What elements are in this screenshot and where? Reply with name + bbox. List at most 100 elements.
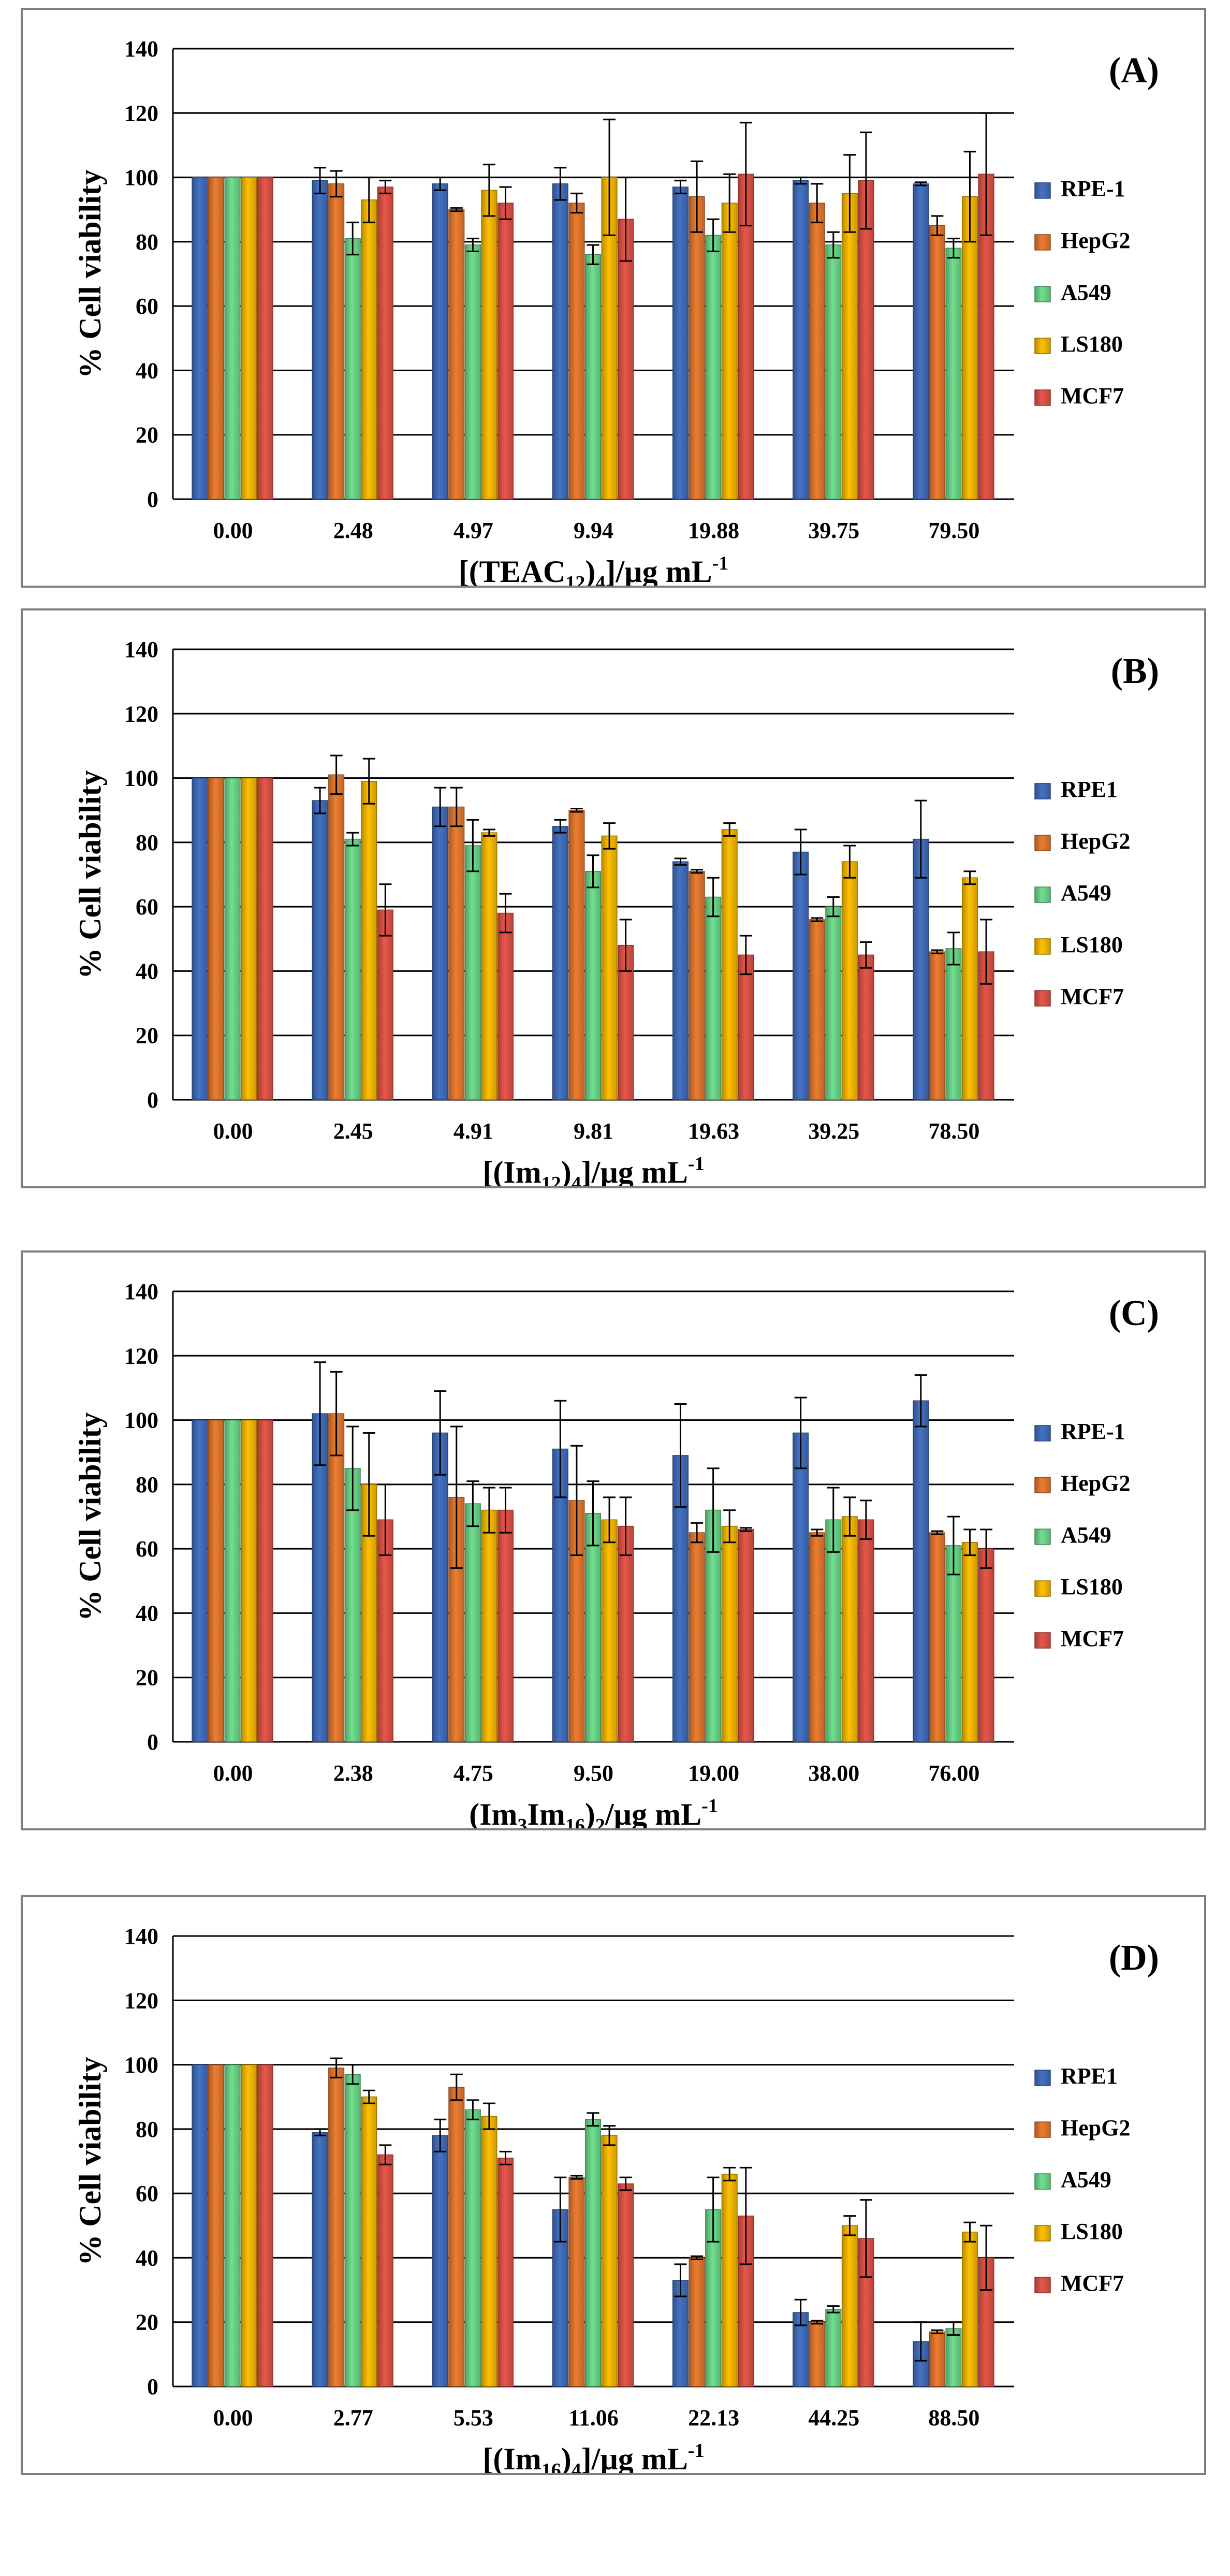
bar-hepg2-79.50 xyxy=(929,225,945,500)
x-tick-label: 22.13 xyxy=(688,2405,739,2431)
y-tick-label: 140 xyxy=(124,637,158,662)
bar-hepg2-0.00 xyxy=(208,1419,225,1742)
x-tick-label: 78.50 xyxy=(928,1118,979,1144)
y-tick-label: 100 xyxy=(124,165,158,191)
bar-ls180-5.53 xyxy=(481,2116,497,2387)
bar-a549-0.00 xyxy=(224,1419,241,1742)
bar-hepg2-19.00 xyxy=(689,1532,705,1742)
legend-label: HepG2 xyxy=(1061,828,1130,854)
legend-swatch-rpe1 xyxy=(1034,783,1051,799)
bar-ls180-19.63 xyxy=(721,829,738,1100)
bar-hepg2-0.00 xyxy=(208,177,225,500)
bar-rpe-1-76.00 xyxy=(913,1400,929,1742)
legend-label: MCF7 xyxy=(1061,984,1124,1009)
bar-rpe1-78.50 xyxy=(913,838,929,1100)
y-axis-label: % Cell viability xyxy=(73,169,107,378)
x-tick-label: 0.00 xyxy=(213,518,253,543)
x-axis-label: [(Im16)4]/µg mL-1 xyxy=(482,2440,704,2473)
bar-hepg2-88.50 xyxy=(929,2331,945,2387)
bar-ls180-0.00 xyxy=(241,777,257,1100)
bar-hepg2-0.00 xyxy=(208,2064,225,2387)
legend-swatch-rpe1 xyxy=(1034,2070,1051,2086)
bar-rpe1-2.77 xyxy=(312,2132,328,2387)
bar-rpe-1-38.00 xyxy=(793,1432,809,1742)
y-tick-label: 0 xyxy=(147,1087,158,1113)
x-tick-label: 44.25 xyxy=(808,2405,859,2431)
bar-mcf7-2.38 xyxy=(377,1519,393,1742)
bar-ls180-9.81 xyxy=(601,835,618,1100)
y-tick-label: 140 xyxy=(124,36,158,62)
bar-rpe-1-4.75 xyxy=(432,1432,448,1742)
bar-mcf7-0.00 xyxy=(257,2064,273,2387)
bar-mcf7-19.88 xyxy=(738,173,754,500)
legend-swatch-a549 xyxy=(1034,286,1051,302)
bar-rpe1-5.53 xyxy=(432,2135,448,2387)
bar-hepg2-4.91 xyxy=(448,806,465,1100)
legend-swatch-mcf7 xyxy=(1034,990,1051,1007)
bar-mcf7-5.53 xyxy=(497,2158,514,2387)
bar-hepg2-19.63 xyxy=(689,871,705,1100)
y-tick-label: 40 xyxy=(136,358,158,383)
y-tick-label: 20 xyxy=(136,2310,158,2335)
x-tick-label: 19.88 xyxy=(688,518,739,543)
bar-rpe1-0.00 xyxy=(192,777,208,1100)
x-tick-label: 19.63 xyxy=(688,1118,739,1144)
panel-label: (C) xyxy=(1109,1293,1159,1333)
bar-rpe1-39.25 xyxy=(793,851,809,1100)
legend-label: RPE1 xyxy=(1061,2063,1118,2089)
legend-swatch-hepg2 xyxy=(1034,234,1051,251)
bar-rpe-1-0.00 xyxy=(192,1419,208,1742)
x-tick-label: 11.06 xyxy=(568,2405,619,2431)
bar-mcf7-39.75 xyxy=(858,180,874,500)
bar-rpe1-22.13 xyxy=(672,2280,689,2387)
panel-label: (B) xyxy=(1111,651,1159,691)
y-tick-label: 80 xyxy=(136,2117,158,2142)
bar-mcf7-39.25 xyxy=(858,954,874,1100)
bar-a549-2.38 xyxy=(344,1468,361,1742)
bar-mcf7-22.13 xyxy=(738,2215,754,2387)
y-tick-label: 20 xyxy=(136,1665,158,1691)
bar-a549-0.00 xyxy=(224,777,241,1100)
bar-ls180-2.45 xyxy=(361,781,377,1100)
legend-label: LS180 xyxy=(1061,932,1123,957)
bar-a549-9.81 xyxy=(584,871,602,1100)
bar-ls180-11.06 xyxy=(601,2135,618,2387)
x-tick-label: 4.91 xyxy=(453,1118,493,1144)
bar-hepg2-2.77 xyxy=(328,2068,345,2387)
x-tick-label: 5.53 xyxy=(453,2405,493,2431)
bar-mcf7-19.00 xyxy=(738,1529,754,1742)
y-tick-label: 140 xyxy=(124,1279,158,1304)
panel-label: (D) xyxy=(1109,1938,1159,1978)
y-tick-label: 120 xyxy=(124,1988,158,2013)
bar-rpe1-19.63 xyxy=(672,861,689,1100)
x-tick-label: 88.50 xyxy=(928,2405,979,2431)
panel-label: (A) xyxy=(1109,51,1159,91)
bar-a549-4.75 xyxy=(464,1503,481,1742)
y-tick-label: 60 xyxy=(136,2181,158,2206)
x-axis-label: (Im3Im16)2/µg mL-1 xyxy=(469,1795,718,1828)
bar-ls180-0.00 xyxy=(241,2064,257,2387)
bar-hepg2-11.06 xyxy=(568,2177,585,2387)
bar-hepg2-39.25 xyxy=(809,919,825,1100)
bar-rpe-1-79.50 xyxy=(913,183,929,500)
legend-swatch-rpe-1 xyxy=(1034,1425,1051,1442)
bar-mcf7-2.77 xyxy=(377,2154,393,2387)
bar-a549-39.25 xyxy=(825,906,842,1100)
bar-ls180-2.48 xyxy=(361,199,377,500)
bar-mcf7-9.94 xyxy=(618,219,634,500)
y-tick-label: 60 xyxy=(136,294,158,319)
bar-ls180-4.97 xyxy=(481,190,497,500)
legend-swatch-mcf7 xyxy=(1034,1632,1051,1649)
y-axis-label: % Cell viability xyxy=(73,2057,107,2265)
x-axis-label: [(TEAC12)4]/µg mL-1 xyxy=(459,552,729,586)
legend-label: HepG2 xyxy=(1061,1471,1130,1496)
panel-c: 0 20 40 60 80 100 120 140 0.00 2.38 4.75 9.50 19.00 3… xyxy=(21,1250,1206,1830)
bar-mcf7-2.48 xyxy=(377,186,393,500)
legend-swatch-a549 xyxy=(1034,2173,1051,2190)
chart-c: 0 20 40 60 80 100 120 140 0.00 2.38 4.75 9.50 19.00 3… xyxy=(73,1279,1159,1828)
bar-ls180-9.50 xyxy=(601,1519,618,1742)
legend-label: LS180 xyxy=(1061,2219,1123,2244)
bar-ls180-4.91 xyxy=(481,832,497,1100)
x-tick-label: 76.00 xyxy=(928,1760,979,1786)
bar-a549-88.50 xyxy=(945,2328,962,2387)
